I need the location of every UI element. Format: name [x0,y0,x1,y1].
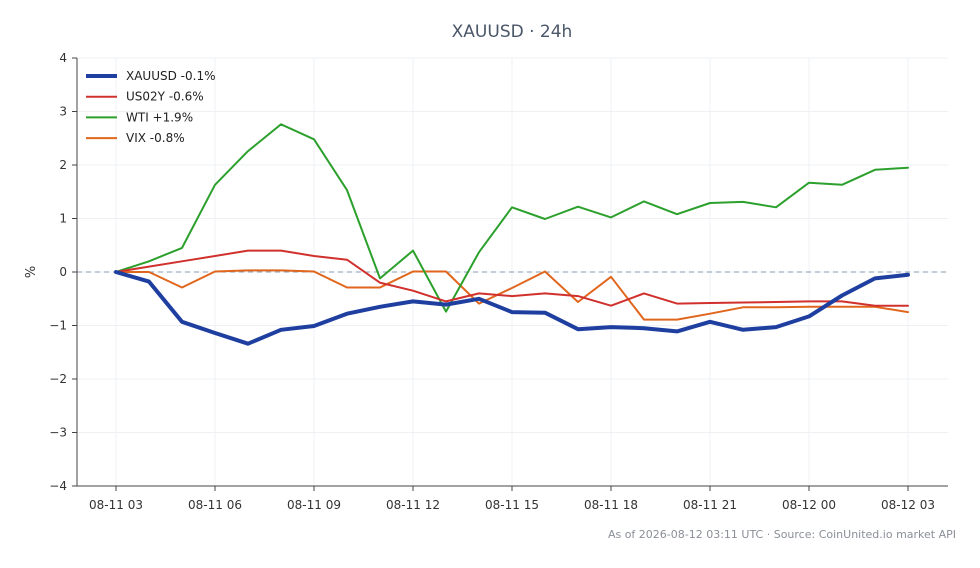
x-tick-label: 08-11 03 [89,498,143,512]
y-tick-label: 3 [59,105,67,119]
axes: −4 −3 −2 −1 0 1 2 3 4 08-11 03 08-11 06 08-11 09 08-… [49,51,948,512]
series-line-1 [115,249,909,307]
x-tick-label: 08-11 12 [386,498,440,512]
x-tick-label: 08-11 18 [584,498,638,512]
legend: XAUUSD -0.1% US02Y -0.6% WTI +1.9% VIX -0.8… [86,69,215,145]
series-line-3 [115,269,909,321]
y-tick-label: −1 [49,319,67,333]
series-line-2 [115,123,909,313]
y-tick-label: 4 [59,51,67,65]
y-tick-label: −3 [49,426,67,440]
y-tick-label: 2 [59,158,67,172]
legend-label-3: VIX -0.8% [126,131,185,145]
x-tick-label: 08-12 03 [881,498,935,512]
legend-label-1: US02Y -0.6% [126,90,204,104]
y-tick-label: −4 [49,479,67,493]
x-tick-label: 08-11 06 [188,498,242,512]
x-tick-label: 08-11 09 [287,498,341,512]
series-line-0 [114,270,910,346]
series-lines [114,123,910,346]
chart-title: XAUUSD · 24h [452,22,573,42]
y-tick-label: 0 [59,265,67,279]
x-tick-label: 08-12 00 [782,498,836,512]
y-axis-label: % [24,266,39,278]
y-tick-label: 1 [59,212,67,226]
x-tick-label: 08-11 21 [683,498,737,512]
legend-label-0: XAUUSD -0.1% [126,69,215,83]
footnote: As of 2026-08-12 03:11 UTC · Source: Coi… [608,528,956,541]
x-tick-label: 08-11 15 [485,498,539,512]
legend-label-2: WTI +1.9% [126,110,193,124]
y-tick-label: −2 [49,372,67,386]
